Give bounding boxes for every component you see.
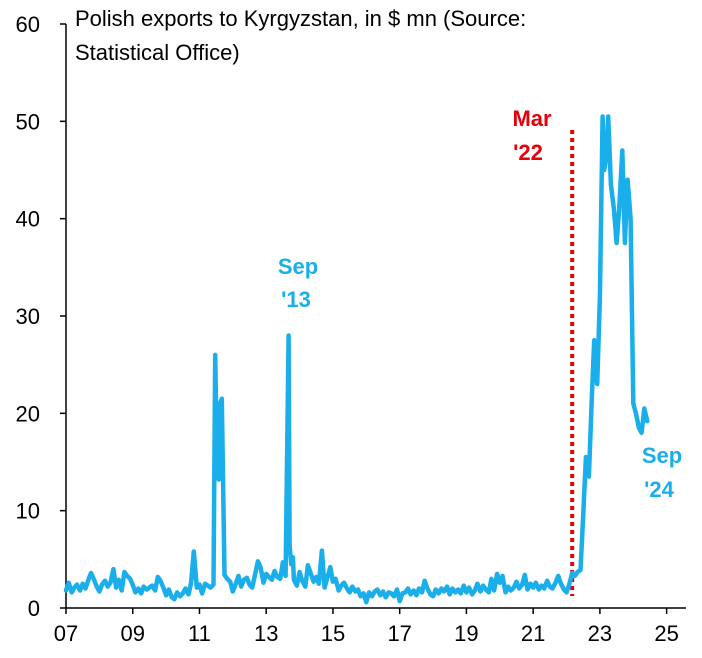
annotation-mar-22: Mar '22 [512,106,552,165]
chart-title: Polish exports to Kyrgyzstan, in $ mn (S… [75,6,526,65]
annotation-sep-24: Sep '24 [642,443,682,502]
y-tick-label: 20 [16,401,40,426]
y-tick-label: 60 [16,12,40,37]
x-tick-label: 13 [254,621,278,646]
x-tick-label: 11 [188,621,211,646]
annotation-mar-22-line-2: '22 [513,140,543,165]
chart-title-line-1: Polish exports to Kyrgyzstan, in $ mn (S… [75,6,526,31]
annotation-mar-22-line-1: Mar [512,106,552,131]
x-tick-label: 19 [454,621,478,646]
y-tick-label: 10 [16,499,40,524]
y-tick-label: 0 [28,596,40,621]
x-tick-label: 09 [120,621,144,646]
annotation-sep-13: Sep '13 [278,254,318,312]
x-tick-label: 23 [588,621,612,646]
chart-title-line-2: Statistical Office) [75,40,240,65]
y-tick-label: 30 [16,304,40,329]
x-axis: 07 09 11 13 15 17 19 21 23 25 [54,607,686,646]
annotation-sep-24-line-2: '24 [644,477,674,502]
annotation-sep-24-line-1: Sep [642,443,682,468]
x-tick-label: 21 [521,621,545,646]
y-tick-label: 40 [16,207,40,232]
annotation-sep-13-line-2: '13 [281,287,311,312]
y-axis: 0 10 20 30 40 50 60 [16,12,67,621]
x-tick-label: 17 [387,621,411,646]
x-tick-label: 07 [54,621,78,646]
annotation-sep-13-line-1: Sep [278,254,318,279]
series-line-exports [63,114,650,605]
x-tick-label: 25 [654,621,678,646]
x-tick-label: 15 [321,621,345,646]
y-tick-label: 50 [16,109,40,134]
